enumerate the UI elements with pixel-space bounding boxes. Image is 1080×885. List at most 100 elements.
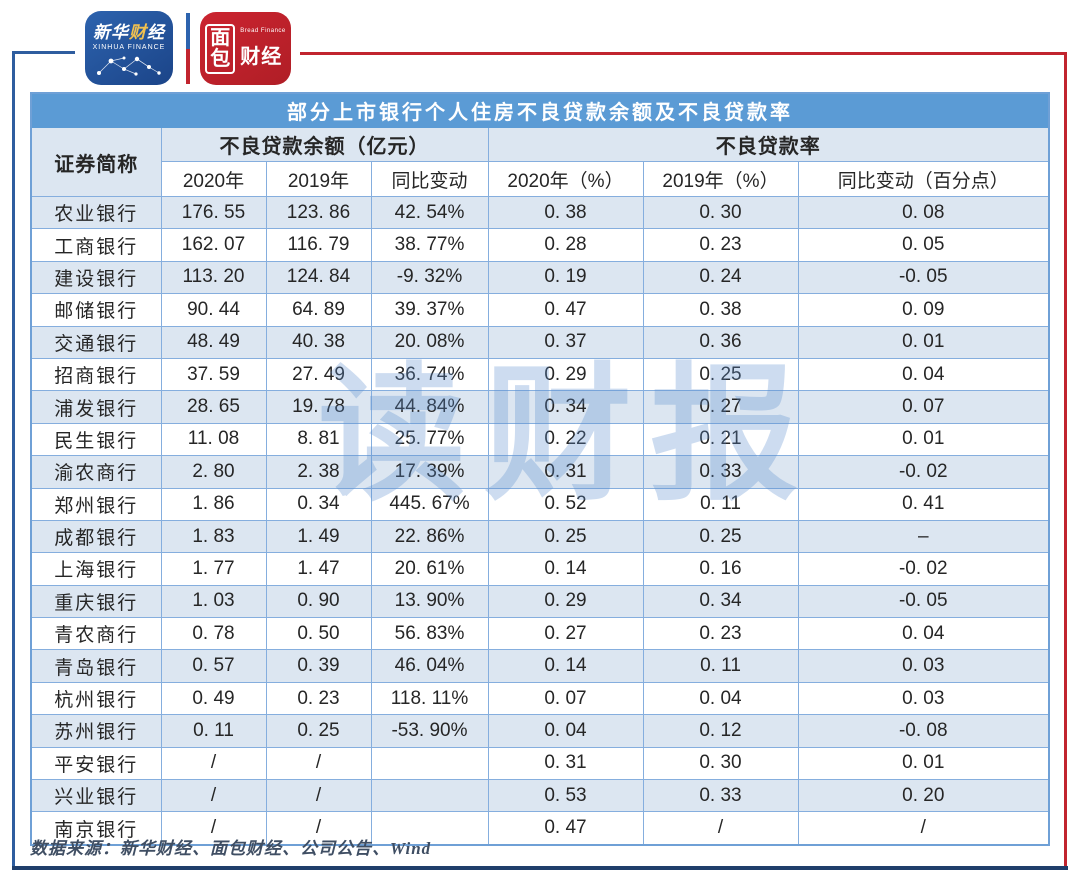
bread-logo-subtitle: Bread Finance	[240, 28, 286, 34]
value-cell: 0. 29	[487, 357, 644, 392]
frame-line-red-top	[300, 52, 1067, 55]
value-cell: 40. 38	[265, 325, 372, 359]
table-row: 邮储银行 90. 44 64. 89 39. 37% 0. 47 0. 38 0. 09	[30, 293, 1050, 327]
value-cell: 0. 04	[487, 714, 644, 748]
logo-divider	[186, 13, 190, 84]
value-cell: /	[265, 811, 372, 846]
value-cell: -0. 02	[797, 552, 1050, 586]
value-cell: 0. 39	[265, 649, 372, 683]
bank-name-cell: 交通银行	[30, 325, 162, 359]
value-cell: 0. 33	[642, 455, 799, 489]
bank-name-cell: 浦发银行	[30, 390, 162, 424]
value-cell: 0. 23	[642, 617, 799, 651]
value-cell: /	[160, 811, 267, 846]
value-cell: 113. 20	[160, 260, 267, 295]
value-cell	[370, 779, 489, 813]
frame-line-red-right	[1064, 52, 1067, 866]
value-cell: 0. 23	[642, 228, 799, 262]
bank-name-cell: 兴业银行	[30, 779, 162, 813]
value-cell: 27. 49	[265, 357, 372, 392]
value-cell: 0. 09	[797, 293, 1050, 327]
value-cell: 0. 34	[265, 487, 372, 521]
value-cell: 0. 57	[160, 649, 267, 683]
logo-divider-blue	[186, 13, 190, 49]
value-cell: 1. 77	[160, 552, 267, 586]
col-group-rate: 不良贷款率	[487, 127, 1050, 162]
table-row: 交通银行 48. 49 40. 38 20. 08% 0. 37 0. 36 0. 01	[30, 325, 1050, 359]
value-cell: /	[160, 779, 267, 813]
table-row: 南京银行 //0. 47//	[30, 811, 1050, 846]
value-cell: 39. 37%	[370, 293, 489, 327]
value-cell: 13. 90%	[370, 584, 489, 619]
value-cell: /	[642, 811, 799, 846]
value-cell: 116. 79	[265, 228, 372, 262]
value-cell: 0. 34	[487, 390, 644, 424]
value-cell: -0. 05	[797, 260, 1050, 295]
value-cell: 0. 47	[487, 811, 644, 846]
value-cell: 0. 12	[642, 714, 799, 748]
value-cell: 124. 84	[265, 260, 372, 295]
value-cell: 0. 38	[487, 195, 644, 230]
bank-name-cell: 上海银行	[30, 552, 162, 586]
value-cell: 22. 86%	[370, 519, 489, 554]
value-cell: 0. 14	[487, 552, 644, 586]
value-cell: 0. 27	[642, 390, 799, 424]
npl-table: 部分上市银行个人住房不良贷款余额及不良贷款率 证券简称 不良贷款余额（亿元） 不…	[30, 92, 1051, 846]
value-cell: 20. 08%	[370, 325, 489, 359]
value-cell: 0. 78	[160, 617, 267, 651]
bank-name-cell: 青农商行	[30, 617, 162, 651]
bank-name-cell: 平安银行	[30, 746, 162, 781]
value-cell: 44. 84%	[370, 390, 489, 424]
table-row: 兴业银行 //0. 53 0. 33 0. 20	[30, 779, 1050, 813]
value-cell: 19. 78	[265, 390, 372, 424]
value-cell: 1. 83	[160, 519, 267, 554]
value-cell: 0. 01	[797, 746, 1050, 781]
value-cell: 0. 90	[265, 584, 372, 619]
value-cell: 0. 04	[797, 617, 1050, 651]
bank-name-cell: 招商银行	[30, 357, 162, 392]
table-body: 农业银行 176. 55 123. 86 42. 54% 0. 38 0. 30 0. 08…	[30, 195, 1050, 846]
table-row: 杭州银行 0. 49 0. 23 118. 11% 0. 07 0. 04 0. 03	[30, 681, 1050, 716]
value-cell: 118. 11%	[370, 681, 489, 716]
value-cell: 0. 03	[797, 649, 1050, 683]
value-cell: 0. 53	[487, 779, 644, 813]
value-cell: 28. 65	[160, 390, 267, 424]
bread-logo-wordmark: 财经	[240, 46, 283, 68]
value-cell: 0. 23	[265, 681, 372, 716]
value-cell: 0. 03	[797, 681, 1050, 716]
value-cell: 0. 41	[797, 487, 1050, 521]
value-cell: 56. 83%	[370, 617, 489, 651]
constellation-network-icon	[97, 56, 161, 76]
value-cell: 0. 25	[642, 357, 799, 392]
col-header-balance-2020: 2020年	[160, 161, 267, 197]
bank-name-cell: 农业银行	[30, 195, 162, 230]
bread-logo-glyphs: 面 包	[205, 23, 236, 74]
col-header-rate-2020: 2020年（%）	[487, 161, 644, 197]
table-row: 农业银行 176. 55 123. 86 42. 54% 0. 38 0. 30 0. 08	[30, 195, 1050, 230]
value-cell: 0. 34	[642, 584, 799, 619]
table-row: 青岛银行 0. 57 0. 39 46. 04% 0. 14 0. 11 0. 03	[30, 649, 1050, 683]
bank-name-cell: 工商银行	[30, 228, 162, 262]
value-cell: 0. 22	[487, 422, 644, 457]
bank-name-cell: 民生银行	[30, 422, 162, 457]
value-cell: 0. 04	[642, 681, 799, 716]
value-cell: 0. 24	[642, 260, 799, 295]
value-cell: 0. 11	[642, 487, 799, 521]
value-cell: 20. 61%	[370, 552, 489, 586]
bank-name-cell: 郑州银行	[30, 487, 162, 521]
value-cell: 0. 21	[642, 422, 799, 457]
value-cell: 36. 74%	[370, 357, 489, 392]
value-cell: /	[265, 779, 372, 813]
col-header-rate-2019: 2019年（%）	[642, 161, 799, 197]
value-cell: -9. 32%	[370, 260, 489, 295]
value-cell: 38. 77%	[370, 228, 489, 262]
value-cell: 0. 27	[487, 617, 644, 651]
value-cell: 0. 19	[487, 260, 644, 295]
frame-line-navy-bottom	[12, 866, 1068, 870]
value-cell: 0. 30	[642, 746, 799, 781]
value-cell: /	[160, 746, 267, 781]
value-cell: 0. 49	[160, 681, 267, 716]
table-row: 民生银行 11. 08 8. 81 25. 77% 0. 22 0. 21 0. 01	[30, 422, 1050, 457]
value-cell: 0. 25	[265, 714, 372, 748]
value-cell: 0. 25	[487, 519, 644, 554]
